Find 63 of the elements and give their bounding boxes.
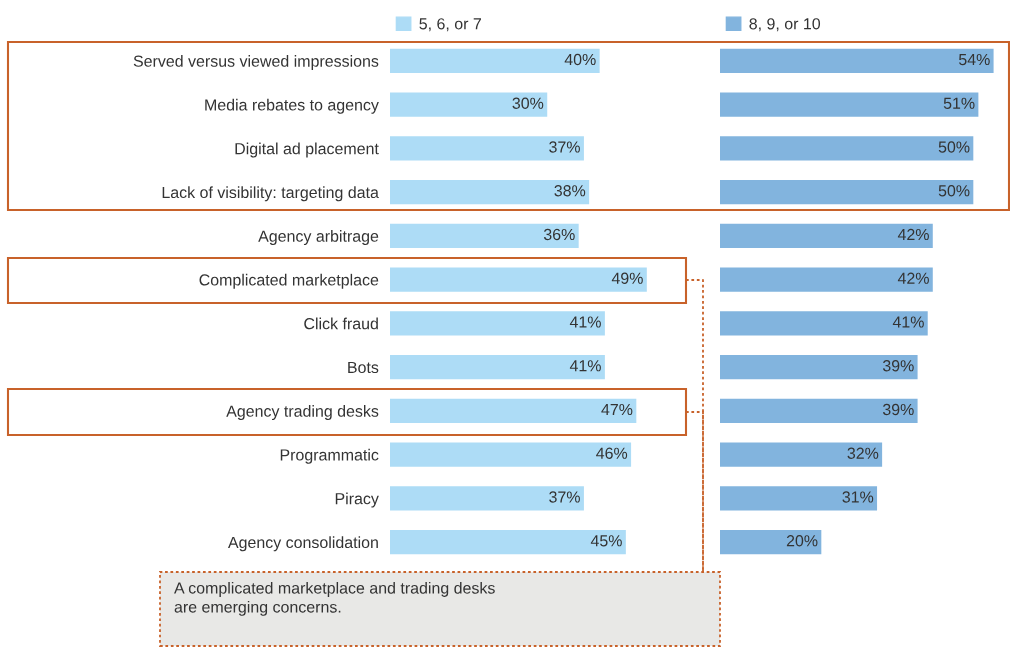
y-tick-label: Agency trading desks	[226, 405, 379, 420]
data-label: 41%	[569, 360, 601, 372]
bar	[720, 92, 979, 117]
bar	[390, 355, 605, 380]
data-label: 32%	[847, 447, 879, 459]
data-label: 50%	[938, 185, 970, 197]
data-label: 42%	[897, 272, 929, 284]
bar	[720, 48, 994, 73]
bar	[720, 223, 933, 248]
bar	[390, 48, 600, 73]
data-label: 42%	[897, 228, 929, 241]
bar	[720, 442, 883, 467]
data-label: 41%	[892, 316, 924, 328]
data-label: 39%	[882, 360, 914, 372]
bar	[390, 442, 632, 467]
legend-label: 5, 6, or 7	[419, 18, 481, 32]
y-tick-label: Agency consolidation	[227, 536, 378, 552]
y-tick-label: Media rebates to agency	[205, 98, 379, 114]
bar	[390, 92, 548, 117]
bar	[390, 486, 584, 511]
text: A complicated marketplace and trading desks are emerging concerns.	[174, 582, 495, 616]
data-label: 40%	[564, 53, 596, 66]
bar	[720, 355, 918, 380]
bar	[720, 398, 918, 423]
data-label: 30%	[512, 97, 544, 109]
data-label: 37%	[549, 141, 580, 153]
y-tick-label: Lack of visibility: targeting data	[162, 186, 379, 202]
bar	[390, 180, 590, 205]
data-label: 54%	[958, 53, 990, 66]
y-tick-label: Click fraud	[304, 317, 378, 330]
legend-label: 8, 9, or 10	[749, 18, 821, 32]
bar	[390, 398, 637, 423]
data-label: 45%	[590, 535, 622, 547]
y-tick-label: Programmatic	[280, 448, 379, 464]
y-tick-label: Served versus viewed impressions	[133, 55, 379, 70]
bar	[720, 267, 933, 292]
data-label: 51%	[943, 97, 975, 109]
y-tick-label: Bots	[348, 361, 379, 374]
bar	[390, 223, 579, 248]
data-label: 47%	[601, 403, 633, 416]
bar	[390, 136, 584, 161]
data-label: 37%	[549, 491, 580, 503]
bar	[720, 530, 822, 555]
y-tick-label: Agency arbitrage	[258, 230, 379, 245]
bar	[390, 267, 647, 292]
data-label: 49%	[611, 272, 643, 284]
bar	[390, 530, 626, 555]
data-label: 39%	[882, 403, 914, 416]
data-label: 46%	[596, 447, 628, 459]
bar	[720, 311, 928, 336]
y-tick-label: Complicated marketplace	[199, 273, 379, 289]
data-label: 38%	[554, 185, 586, 197]
data-label: 50%	[938, 141, 970, 153]
bar	[390, 311, 605, 336]
data-label: 20%	[786, 535, 818, 547]
y-tick-label: Piracy	[335, 492, 379, 508]
data-label: 36%	[543, 228, 575, 241]
bar	[720, 180, 974, 205]
bar	[720, 136, 974, 161]
y-tick-label: Digital ad placement	[235, 142, 379, 158]
bar	[720, 486, 878, 511]
data-label: 41%	[569, 316, 601, 328]
data-label: 31%	[842, 491, 874, 503]
